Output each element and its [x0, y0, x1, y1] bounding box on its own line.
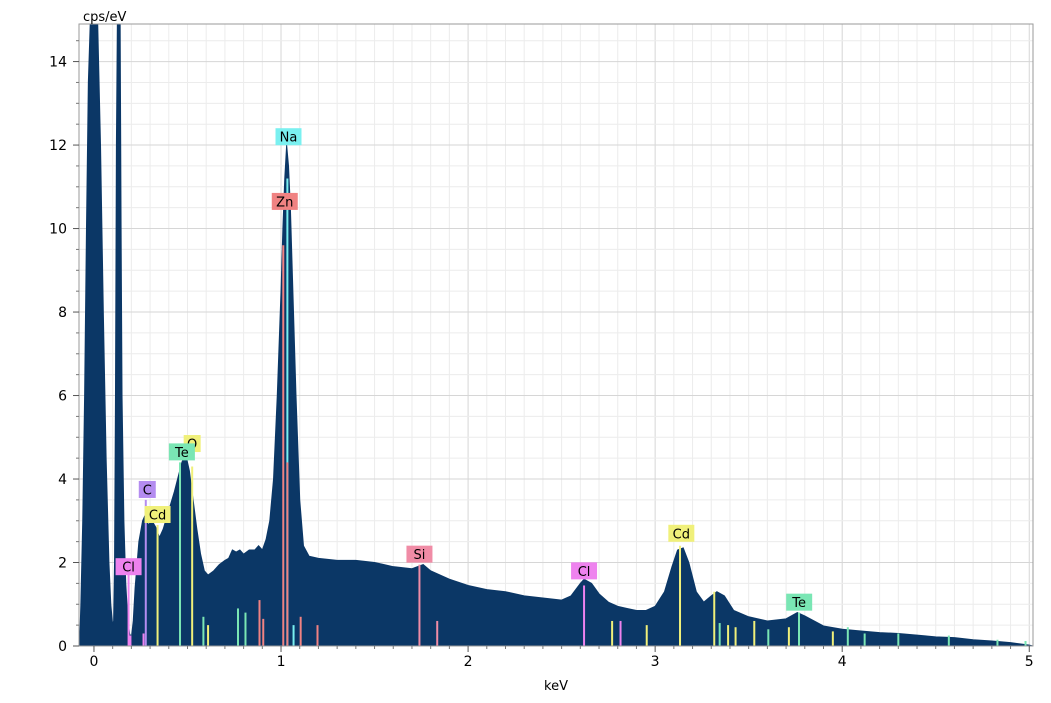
peak-label-text: Cd [673, 527, 690, 542]
y-tick-label: 14 [49, 55, 67, 71]
peak-label-text: Na [280, 131, 298, 146]
x-tick-label: 3 [651, 654, 660, 670]
plot-frame [78, 23, 1034, 647]
peak-label-text: Cl [578, 565, 591, 580]
peak-label-cd: Cd [668, 524, 695, 542]
peak-label-box [668, 524, 695, 542]
peak-label-si: Si [406, 545, 433, 563]
peak-label-cl: Cl [571, 562, 598, 580]
element-marker-lines [127, 178, 1027, 646]
peak-label-box [115, 558, 142, 576]
peak-label-c: C [138, 480, 156, 498]
peak-label-box [275, 128, 302, 146]
y-tick-label: 6 [58, 389, 67, 405]
peak-label-box [786, 593, 813, 611]
y-tick-label: 12 [49, 138, 67, 154]
peak-label-box [168, 443, 195, 461]
peak-label-text: Zn [276, 195, 293, 210]
peak-label-box [144, 506, 171, 524]
peak-label-box [138, 480, 156, 498]
grid [79, 24, 1033, 647]
x-axis-title: keV [544, 679, 568, 694]
peak-label-box [571, 562, 598, 580]
peak-label-na: Na [275, 128, 302, 146]
peak-label-zn: Zn [271, 192, 298, 210]
y-tick-label: 2 [58, 556, 67, 572]
peak-label-text: Cl [122, 561, 135, 576]
x-tick-label: 0 [90, 654, 99, 670]
y-tick-label: 0 [58, 639, 67, 655]
peak-label-cd: Cd [144, 506, 171, 524]
y-tick-label: 4 [58, 472, 67, 488]
peak-label-box [406, 545, 433, 563]
x-tick-label: 1 [277, 654, 286, 670]
peak-label-text: C [143, 483, 152, 498]
peak-label-box [271, 192, 298, 210]
peak-label-cl: Cl [115, 558, 142, 576]
y-tick-label: 8 [58, 305, 67, 321]
peak-label-text: Te [791, 596, 806, 611]
x-tick-label: 4 [838, 654, 847, 670]
peak-label-te: Te [168, 443, 195, 461]
peak-label-text: Te [174, 446, 189, 461]
x-tick-label: 5 [1025, 654, 1034, 670]
peak-labels: NaZnOTeCCdClSiClCdTe [115, 128, 813, 611]
x-tick-label: 2 [464, 654, 473, 670]
y-tick-label: 10 [49, 222, 67, 238]
peak-label-text: Si [414, 548, 426, 563]
y-axis-title: cps/eV [83, 10, 127, 25]
peak-label-text: Cd [149, 509, 166, 524]
peak-label-te: Te [786, 593, 813, 611]
